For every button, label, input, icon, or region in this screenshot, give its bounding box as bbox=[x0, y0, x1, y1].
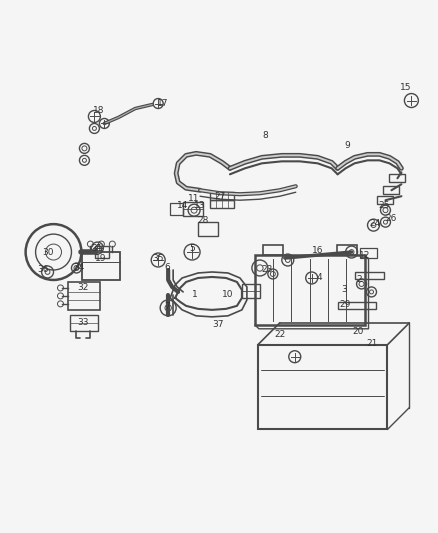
Text: 4: 4 bbox=[317, 273, 322, 282]
Text: 37: 37 bbox=[212, 320, 224, 329]
Text: 26: 26 bbox=[386, 214, 397, 223]
Bar bbox=[255, 255, 364, 325]
Bar bbox=[355, 272, 385, 279]
Bar bbox=[170, 203, 183, 215]
Bar bbox=[338, 302, 375, 309]
Bar bbox=[183, 202, 203, 216]
Text: 35: 35 bbox=[152, 254, 164, 263]
Text: 34: 34 bbox=[74, 263, 85, 272]
Text: 32: 32 bbox=[78, 284, 89, 293]
Bar bbox=[68, 282, 100, 310]
Text: 2: 2 bbox=[357, 276, 362, 285]
Text: 15: 15 bbox=[399, 83, 411, 92]
Text: 1: 1 bbox=[192, 290, 198, 300]
Text: 3: 3 bbox=[342, 286, 347, 294]
Text: 7: 7 bbox=[164, 302, 170, 311]
Text: 24: 24 bbox=[369, 219, 380, 228]
Bar bbox=[337, 245, 357, 255]
Text: 25: 25 bbox=[379, 201, 390, 209]
Text: 36: 36 bbox=[37, 265, 48, 274]
Text: 14: 14 bbox=[177, 201, 189, 209]
Text: 5: 5 bbox=[189, 244, 195, 253]
Text: 9: 9 bbox=[345, 141, 350, 150]
Text: 16: 16 bbox=[312, 246, 323, 255]
Text: 8: 8 bbox=[262, 131, 268, 140]
Text: 17: 17 bbox=[157, 99, 169, 108]
Text: 28: 28 bbox=[198, 216, 209, 224]
Bar bbox=[384, 186, 399, 194]
Bar bbox=[198, 222, 218, 236]
Bar bbox=[263, 245, 283, 255]
Bar bbox=[82, 252, 120, 280]
Text: 20: 20 bbox=[352, 327, 363, 336]
Bar bbox=[360, 248, 378, 258]
Text: 22: 22 bbox=[274, 330, 286, 340]
Text: 10: 10 bbox=[222, 290, 234, 300]
Bar bbox=[95, 246, 110, 258]
Text: 29: 29 bbox=[339, 301, 350, 309]
Bar bbox=[378, 196, 393, 204]
Text: 31: 31 bbox=[92, 244, 103, 253]
Bar bbox=[71, 315, 99, 331]
Text: 12: 12 bbox=[359, 251, 370, 260]
Text: 33: 33 bbox=[78, 318, 89, 327]
Text: 18: 18 bbox=[92, 106, 104, 115]
Text: 11: 11 bbox=[188, 193, 200, 203]
Text: 19: 19 bbox=[95, 254, 106, 263]
Text: 27: 27 bbox=[214, 192, 226, 201]
Text: 30: 30 bbox=[42, 247, 53, 256]
Text: 6: 6 bbox=[164, 263, 170, 272]
Text: 21: 21 bbox=[367, 339, 378, 348]
Text: 13: 13 bbox=[194, 201, 206, 209]
Bar bbox=[389, 174, 406, 182]
Text: 23: 23 bbox=[261, 265, 272, 274]
Bar bbox=[210, 192, 234, 200]
Bar bbox=[242, 284, 260, 298]
Bar bbox=[258, 345, 388, 430]
Bar bbox=[210, 200, 234, 208]
